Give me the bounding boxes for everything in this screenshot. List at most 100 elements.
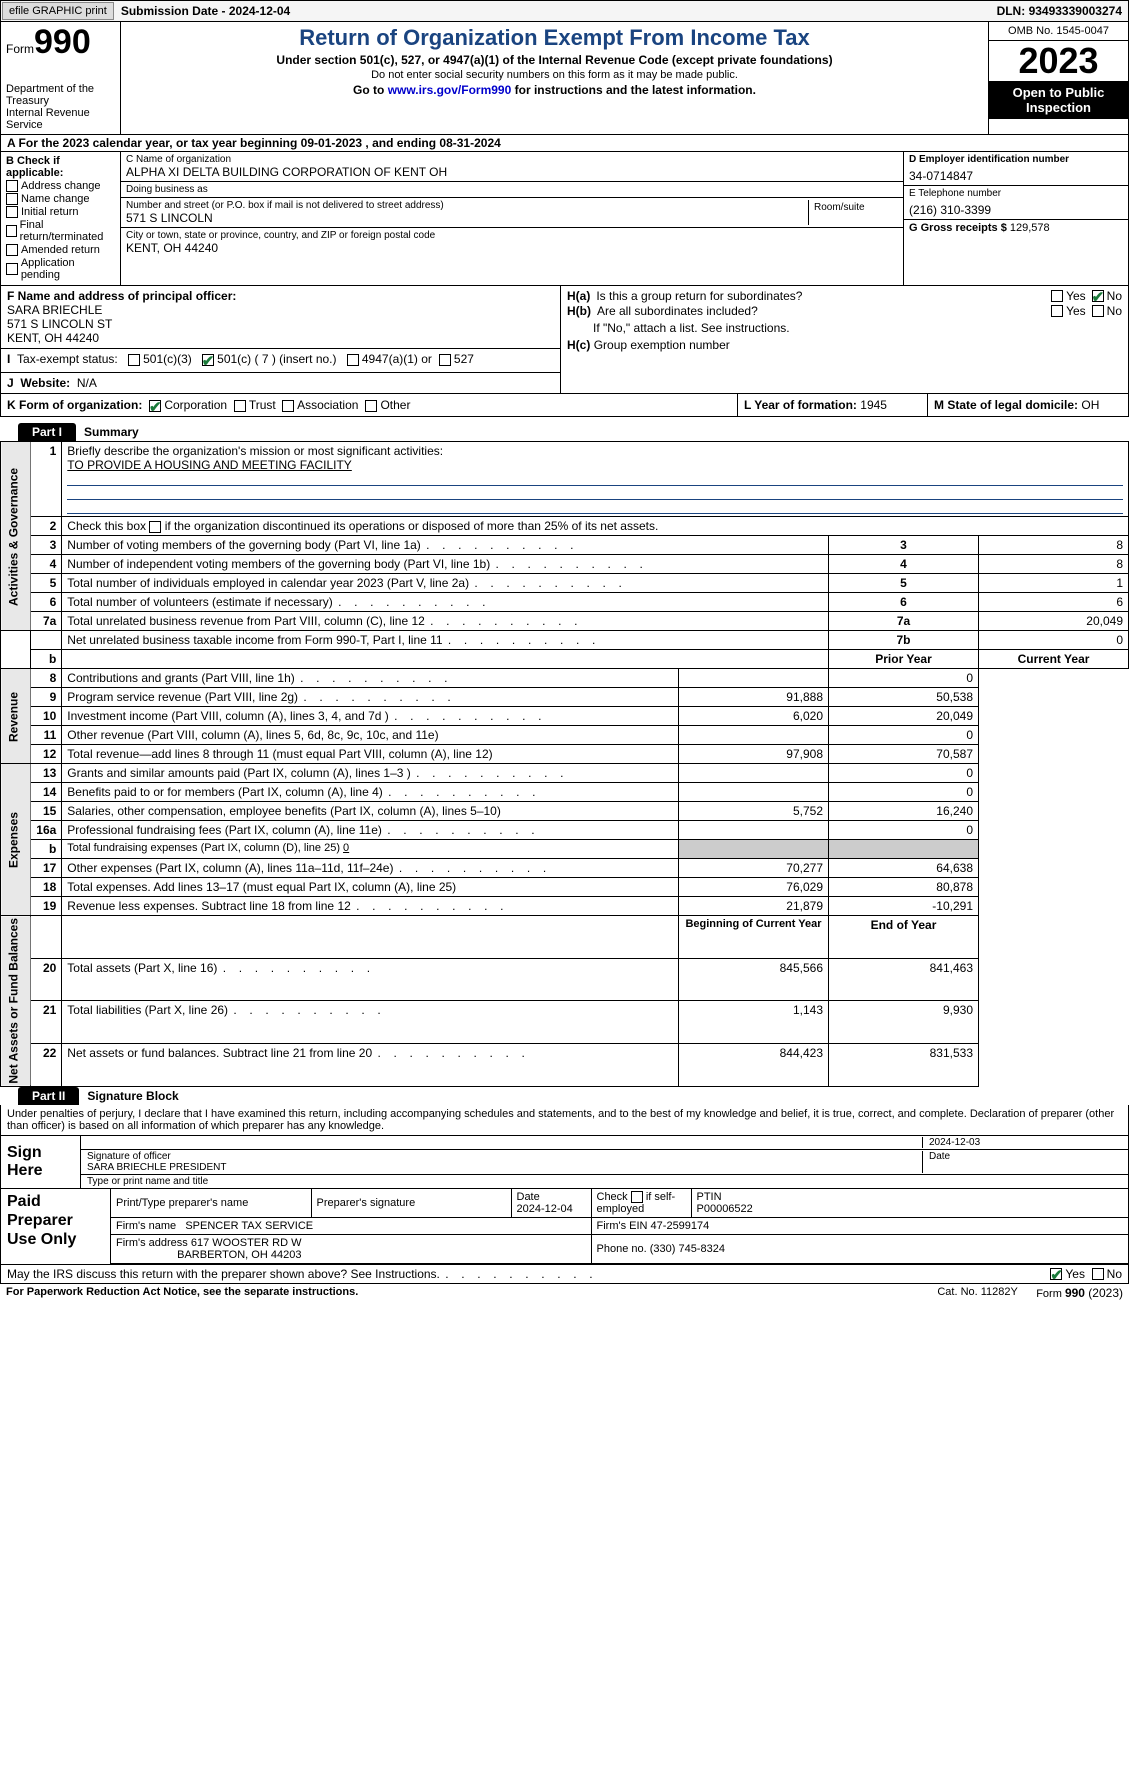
chk-discuss-no[interactable] [1092,1268,1104,1280]
chk-501c[interactable] [202,354,214,366]
chk-final-return[interactable] [6,225,17,237]
l6-val: 6 [979,593,1129,612]
l11-lbl: Other revenue (Part VIII, column (A), li… [67,728,438,742]
city-lbl: City or town, state or province, country… [126,230,898,241]
box-m: M State of legal domicile: OH [928,394,1128,416]
chk-4947[interactable] [347,354,359,366]
l14-c: 0 [829,783,979,802]
type-lbl: Type or print name and title [87,1176,208,1187]
l14-lbl: Benefits paid to or for members (Part IX… [67,785,382,799]
l18-p: 76,029 [679,878,829,897]
chk-527[interactable] [439,354,451,366]
form-title: Return of Organization Exempt From Incom… [127,25,982,51]
b-1: Name change [21,193,90,205]
ha-lbl: Is this a group return for subordinates? [596,289,1045,303]
chk-ha-no[interactable] [1092,290,1104,302]
l3-val: 8 [979,536,1129,555]
discuss-no: No [1107,1267,1122,1281]
l22-e: 831,533 [829,1043,979,1086]
k-lbl: K Form of organization: [7,398,142,412]
prep-date-lbl: Date [517,1191,540,1203]
l10-p: 6,020 [679,707,829,726]
chk-discuss-yes[interactable] [1050,1268,1062,1280]
chk-hb-no[interactable] [1092,305,1104,317]
form-subtitle-3: Go to www.irs.gov/Form990 for instructio… [127,83,982,97]
hdr-boy: Beginning of Current Year [679,916,829,959]
hb-lbl: Are all subordinates included? [597,304,1045,318]
part-1-title: Summary [84,423,139,441]
tel-lbl: E Telephone number [909,188,1123,199]
firm-addr2: BARBERTON, OH 44203 [177,1249,301,1261]
section-rev: Revenue [1,669,31,764]
l19-p: 21,879 [679,897,829,916]
sig-lbl: Signature of officer [87,1151,171,1162]
l6-lbl: Total number of volunteers (estimate if … [67,595,332,609]
discuss-text: May the IRS discuss this return with the… [7,1267,440,1281]
i-lbl: Tax-exempt status: [17,352,118,366]
l17-lbl: Other expenses (Part IX, column (A), lin… [67,861,393,875]
l5-val: 1 [979,574,1129,593]
b-0: Address change [21,180,101,192]
dept-treasury: Department of the Treasury Internal Reve… [6,83,115,131]
gross-val: 129,578 [1010,222,1050,234]
sign-here-label: Sign Here [1,1136,81,1188]
l9-lbl: Program service revenue (Part VIII, line… [67,690,298,704]
ha-yes: Yes [1066,289,1086,303]
chk-ha-yes[interactable] [1051,290,1063,302]
chk-discontinued[interactable] [149,521,161,533]
entity-block: B Check if applicable: Address change Na… [0,152,1129,286]
irs-link[interactable]: www.irs.gov/Form990 [388,83,512,97]
officer-addr2: KENT, OH 44240 [7,331,99,345]
chk-trust[interactable] [234,400,246,412]
chk-self-emp[interactable] [631,1191,643,1203]
section-exp: Expenses [1,764,31,916]
chk-name-change[interactable] [6,193,18,205]
chk-amended[interactable] [6,244,18,256]
l17-p: 70,277 [679,859,829,878]
hdr-curr: Current Year [979,650,1129,669]
submission-date-label: Submission Date - 2024-12-04 [121,4,290,18]
l-lbl: L Year of formation: [744,398,857,412]
ptin-lbl: PTIN [697,1191,722,1203]
chk-501c3[interactable] [128,354,140,366]
chk-initial-return[interactable] [6,206,18,218]
box-j: J Website: N/A [1,372,560,393]
chk-corp[interactable] [149,400,161,412]
l19-c: -10,291 [829,897,979,916]
efile-print-button[interactable]: efile GRAPHIC print [2,2,114,20]
l7b-val: 0 [979,631,1129,650]
preparer-grid: Paid Preparer Use Only Print/Type prepar… [1,1188,1128,1264]
hc-lbl: Group exemption number [594,338,730,352]
box-h: H(a)Is this a group return for subordina… [561,286,1128,393]
part-2-header: Part II Signature Block [0,1087,1129,1105]
date-lbl: Date [922,1151,1122,1173]
org-name: ALPHA XI DELTA BUILDING CORPORATION OF K… [126,165,898,179]
l12-lbl: Total revenue—add lines 8 through 11 (mu… [67,747,492,761]
chk-other[interactable] [365,400,377,412]
box-i: I Tax-exempt status: 501(c)(3) 501(c) ( … [1,348,560,369]
chk-assoc[interactable] [282,400,294,412]
officer-addr1: 571 S LINCOLN ST [7,317,112,331]
dba-lbl: Doing business as [126,184,898,195]
part-2-tab: Part II [18,1087,79,1105]
f-lbl: F Name and address of principal officer: [7,289,236,303]
prep-date: 2024-12-04 [517,1203,573,1215]
prep-sig-lbl: Preparer's signature [317,1197,416,1209]
form-word: Form [6,42,34,56]
row-a-tax-year: A For the 2023 calendar year, or tax yea… [0,134,1129,152]
chk-address-change[interactable] [6,180,18,192]
l18-lbl: Total expenses. Add lines 13–17 (must eq… [67,880,456,894]
gross-lbl: G Gross receipts $ [909,222,1007,234]
sub-lbl: Submission Date - [121,4,229,18]
l21-e: 9,930 [829,1001,979,1044]
chk-app-pending[interactable] [6,263,18,275]
l9-p: 91,888 [679,688,829,707]
l20-e: 841,463 [829,958,979,1001]
sign-here-grid: Sign Here 2024-12-03 Signature of office… [1,1135,1128,1188]
chk-hb-yes[interactable] [1051,305,1063,317]
l2-post: if the organization discontinued its ope… [165,519,659,533]
ha-no: No [1107,289,1122,303]
page-footer: For Paperwork Reduction Act Notice, see … [0,1284,1129,1302]
ein-lbl: D Employer identification number [909,154,1123,165]
l21-b: 1,143 [679,1001,829,1044]
